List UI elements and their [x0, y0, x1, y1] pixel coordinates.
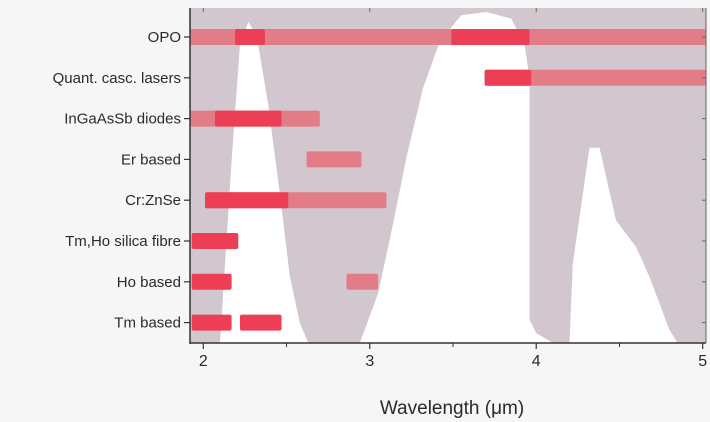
bar-secondary-0-0 [190, 29, 706, 45]
bar-primary-6-6 [191, 273, 232, 290]
y-tick-label: InGaAsSb diodes [64, 111, 181, 128]
bar-primary-5-5 [191, 233, 239, 249]
x-axis: 2 3 4 5 [199, 8, 707, 370]
x-tick-label: 3 [365, 353, 374, 370]
bar-secondary-3-3 [306, 151, 362, 168]
y-tick-label: Ho based [117, 274, 181, 291]
y-tick-label: Quant. casc. lasers [53, 70, 181, 87]
y-tick-label: OPO [148, 29, 181, 46]
bar-secondary-1-1 [484, 69, 706, 86]
bar-primary-1-2 [484, 69, 532, 86]
y-tick-label: Er based [121, 151, 181, 168]
bar-secondary-6-5 [346, 273, 379, 290]
bar-primary-2-3 [214, 110, 282, 127]
y-axis: OPO Quant. casc. lasers InGaAsSb diodes Er … [53, 29, 706, 332]
bar-primary-7-8 [239, 314, 282, 331]
transmission-band [190, 8, 706, 343]
plot-area [189, 8, 707, 344]
x-tick-label: 4 [532, 353, 541, 370]
y-tick-label: Tm based [114, 315, 181, 332]
bar-primary-4-4 [204, 192, 289, 209]
x-tick-label: 2 [199, 353, 208, 370]
bar-primary-0-0 [234, 29, 265, 45]
bar-primary-0-1 [451, 29, 530, 45]
x-axis-label: Wavelength (μm) [380, 398, 524, 419]
y-tick-label: Cr:ZnSe [125, 192, 181, 209]
x-tick-label: 5 [698, 353, 707, 370]
y-tick-label: Tm,Ho silica fibre [65, 233, 181, 250]
bar-primary-7-7 [191, 314, 232, 331]
